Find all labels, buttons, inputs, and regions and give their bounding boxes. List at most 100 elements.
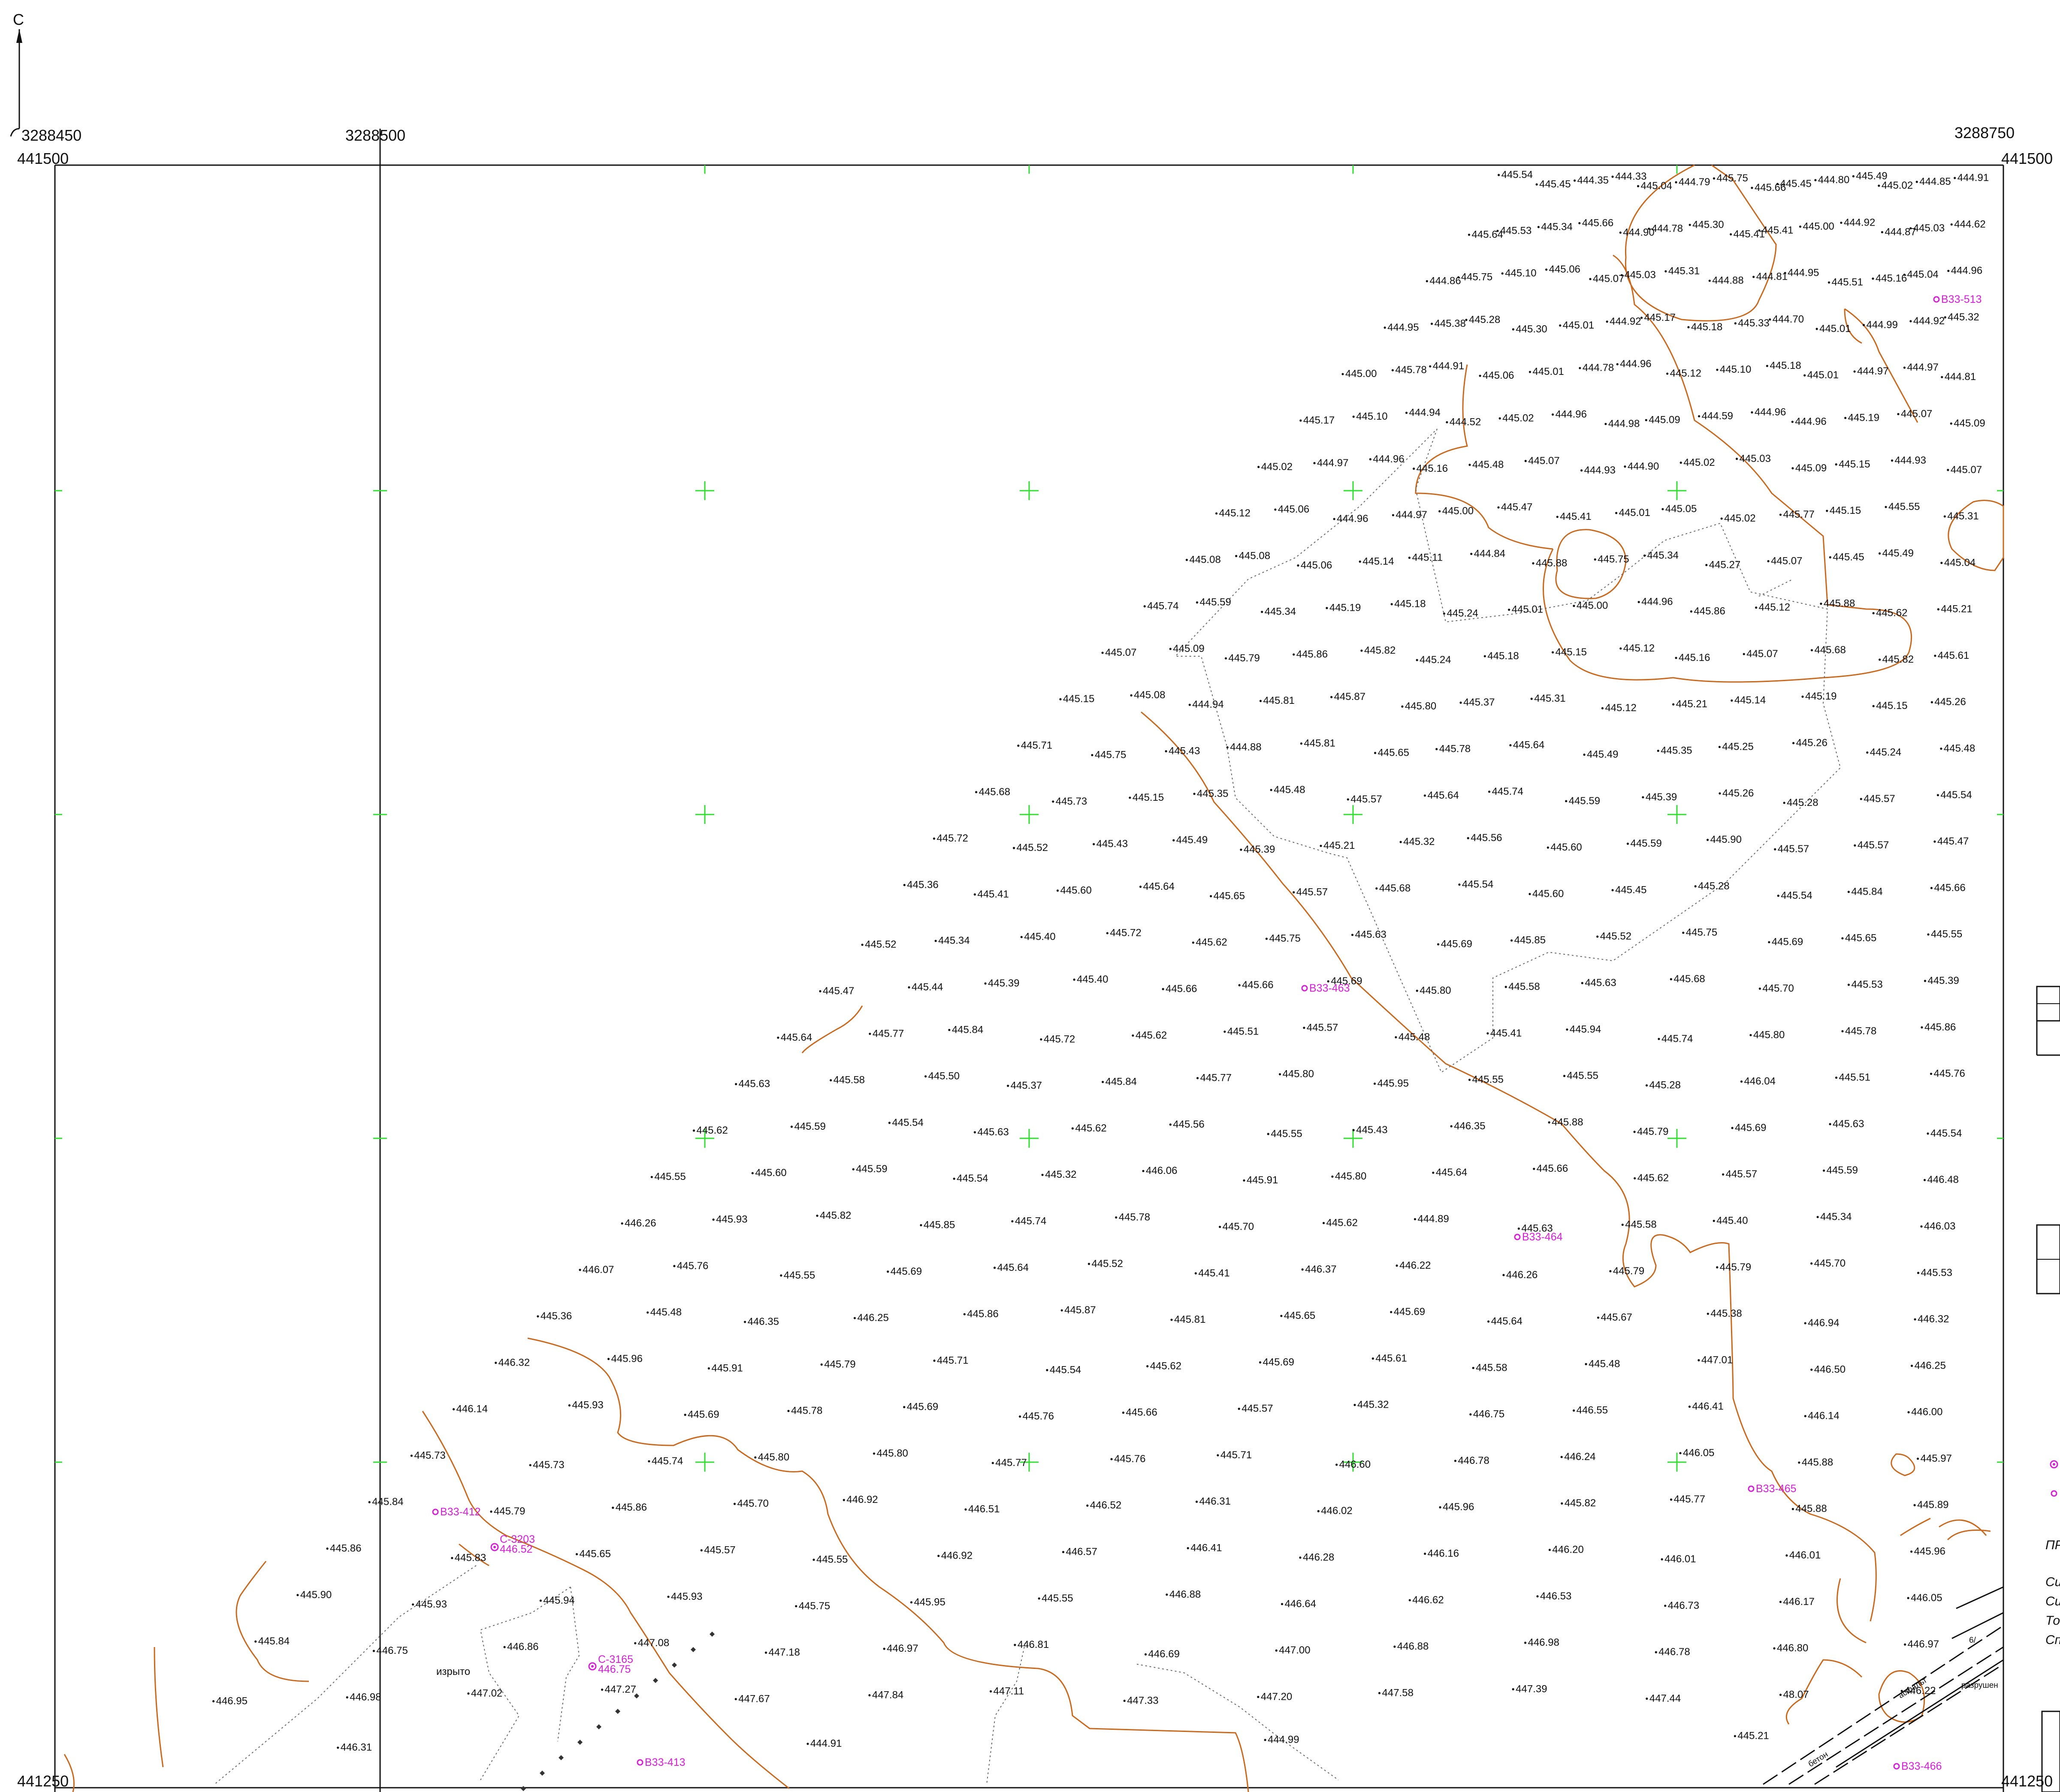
elevation-label: 445.74 xyxy=(1492,786,1523,797)
elevation-label: 445.94 xyxy=(543,1595,574,1606)
elevation-label: 445.77 xyxy=(1783,509,1814,520)
elevation-point-dot xyxy=(1844,416,1847,419)
elevation-point-dot xyxy=(993,1267,996,1269)
elevation-label: 445.78 xyxy=(791,1405,822,1417)
elevation-point-dot xyxy=(1038,1597,1040,1600)
elevation-label: 445.77 xyxy=(1200,1072,1232,1084)
elevation-label: 445.62 xyxy=(696,1125,728,1136)
elevation-point-dot xyxy=(1583,753,1586,756)
elevation-label: 446.26 xyxy=(625,1217,656,1229)
elevation-point-dot xyxy=(1791,467,1794,470)
elevation-label: 446.75 xyxy=(376,1645,408,1656)
elevation-point-dot xyxy=(1369,458,1371,461)
elevation-label: 446.50 xyxy=(1814,1364,1846,1375)
elevation-label: 444.96 xyxy=(1556,408,1587,420)
elevation-point-dot xyxy=(1504,986,1507,988)
elevation-point-dot xyxy=(1375,887,1378,890)
elevation-point-dot xyxy=(1093,843,1095,845)
elevation-label: 444.70 xyxy=(1773,314,1804,325)
elevation-point-dot xyxy=(1643,554,1646,557)
elevation-point-dot xyxy=(1707,1312,1709,1315)
elevation-label: 445.70 xyxy=(1223,1221,1254,1232)
elevation-label: 445.01 xyxy=(1619,507,1650,519)
elevation-label: 445.12 xyxy=(1670,368,1701,379)
elevation-point-dot xyxy=(1626,842,1629,845)
elevation-point-dot xyxy=(495,1361,497,1364)
elevation-point-dot xyxy=(1341,373,1344,375)
elevation-point-dot xyxy=(1731,699,1733,702)
elevation-label: 445.28 xyxy=(1698,880,1729,892)
elevation-label: 446.41 xyxy=(1692,1401,1723,1412)
elevation-point-dot xyxy=(1497,506,1500,509)
elevation-label: 444.96 xyxy=(1641,596,1673,608)
elevation-label: 445.62 xyxy=(1136,1029,1167,1041)
elevation-label: 445.48 xyxy=(650,1306,682,1318)
legend-item: То xyxy=(2045,1614,2060,1628)
elevation-point-dot xyxy=(1716,368,1719,371)
dotted-breaklines xyxy=(214,428,1841,1785)
elevation-label: 445.69 xyxy=(891,1266,922,1277)
elevation-point-dot xyxy=(1185,558,1188,561)
elevation-point-dot xyxy=(1162,988,1164,990)
elevation-point-dot xyxy=(1940,747,1942,750)
structure-note: 6/ xyxy=(1969,1636,1976,1645)
elevation-point-dot xyxy=(1904,1643,1906,1646)
elevation-point-dot xyxy=(1219,1225,1221,1228)
elevation-label: 444.97 xyxy=(1317,457,1348,469)
elevation-label: 446.94 xyxy=(1808,1317,1839,1329)
elevation-point-dot xyxy=(1274,508,1277,511)
elevation-label: 445.68 xyxy=(1814,644,1846,656)
elevation-label: 445.07 xyxy=(1901,408,1932,419)
elevation-point-dot xyxy=(933,1359,936,1362)
elevation-point-dot xyxy=(1734,322,1737,325)
elevation-label: 445.80 xyxy=(1420,985,1451,996)
elevation-label: 445.70 xyxy=(737,1498,768,1509)
elevation-label: 445.07 xyxy=(1951,464,1982,476)
elevation-label: 445.69 xyxy=(1772,936,1803,948)
elevation-label: 445.17 xyxy=(1644,312,1676,323)
elevation-label: 445.69 xyxy=(1441,938,1472,950)
elevation-label: 445.80 xyxy=(1335,1171,1366,1182)
elevation-label: 445.66 xyxy=(1934,882,1965,893)
elevation-point-dot xyxy=(1779,1693,1782,1696)
well-label: В33-464 xyxy=(1522,1231,1563,1243)
elevation-label: 445.49 xyxy=(1882,547,1914,559)
elevation-point-dot xyxy=(1170,1318,1173,1321)
elevation-point-dot xyxy=(1920,1225,1923,1228)
elevation-point-dot xyxy=(1854,844,1856,847)
elevation-point-dot xyxy=(1619,647,1622,650)
elevation-point-dot xyxy=(700,1549,703,1552)
elevation-label: 445.64 xyxy=(1436,1167,1467,1178)
elevation-label: 445.63 xyxy=(1585,977,1616,989)
elevation-label: 445.78 xyxy=(1395,364,1426,376)
elevation-label: 445.64 xyxy=(1143,881,1175,892)
elevation-point-dot xyxy=(601,1688,604,1691)
elevation-point-dot xyxy=(780,1274,782,1277)
elevation-label: 445.81 xyxy=(1174,1314,1205,1325)
elevation-label: 445.95 xyxy=(914,1596,945,1608)
elevation-label: 445.57 xyxy=(1864,793,1895,805)
elevation-label: 445.51 xyxy=(1832,277,1863,288)
elevation-label: 446.80 xyxy=(1777,1642,1808,1654)
elevation-point-dot xyxy=(1878,184,1880,187)
elevation-point-dot xyxy=(467,1692,470,1695)
elevation-point-dot xyxy=(1720,517,1723,520)
elevation-label: 445.57 xyxy=(1858,839,1889,851)
elevation-point-dot xyxy=(1580,469,1583,472)
elevation-label: 444.91 xyxy=(1957,172,1989,184)
elevation-point-dot xyxy=(1413,468,1415,470)
elevation-label: 445.93 xyxy=(671,1591,702,1602)
elevation-point-dot xyxy=(1196,1077,1199,1080)
elevation-point-dot xyxy=(692,1129,695,1132)
elevation-point-dot xyxy=(1528,893,1531,896)
elevation-point-dot xyxy=(1705,564,1708,566)
elevation-point-dot xyxy=(712,1218,715,1221)
elevation-point-dot xyxy=(1359,560,1361,563)
elevation-point-dot xyxy=(1335,1463,1338,1466)
elevation-label: 446.81 xyxy=(1018,1639,1049,1650)
elevation-point-dot xyxy=(1524,460,1527,462)
elevation-point-dot xyxy=(1007,1084,1009,1087)
elevation-label: 445.80 xyxy=(758,1451,789,1463)
elevation-label: 445.87 xyxy=(1334,691,1365,703)
elevation-point-dot xyxy=(650,1176,653,1178)
